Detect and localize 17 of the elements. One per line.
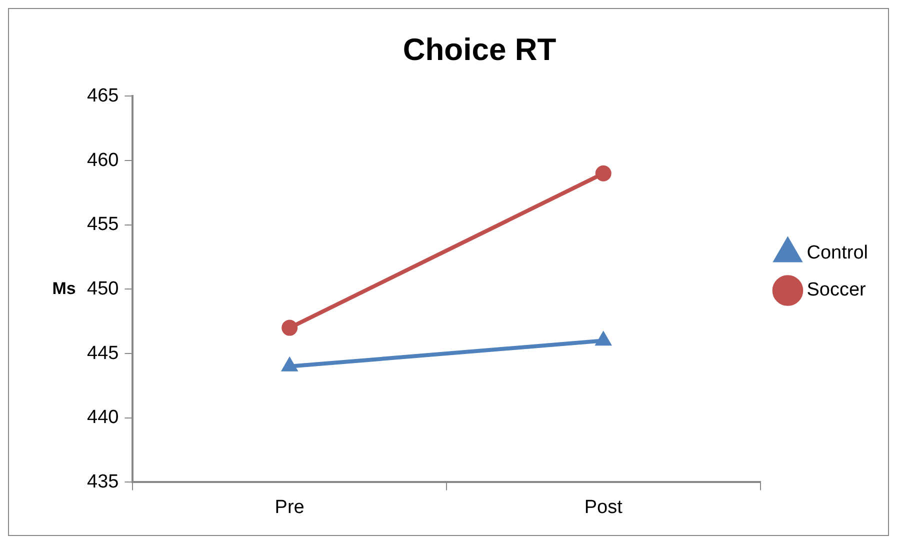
chart-title: Choice RT [402,32,556,68]
y-tick-label: 450 [87,278,119,300]
y-axis-title: Ms [52,278,76,298]
point [282,358,297,372]
y-tick-label: 440 [87,407,119,428]
y-tick-label: 455 [87,214,119,236]
y-tick-label: 460 [87,150,119,171]
y-tick-label: 445 [87,342,119,364]
x-tick-label: Post [584,496,624,518]
legend-label: Control [806,242,868,264]
y-tick-label: 465 [87,85,119,106]
point [282,320,298,336]
x-tick-label: Pre [274,496,304,518]
point [596,332,611,346]
point [595,165,612,182]
legend-label: Soccer [806,280,867,301]
y-tick-label: 435 [87,471,119,492]
